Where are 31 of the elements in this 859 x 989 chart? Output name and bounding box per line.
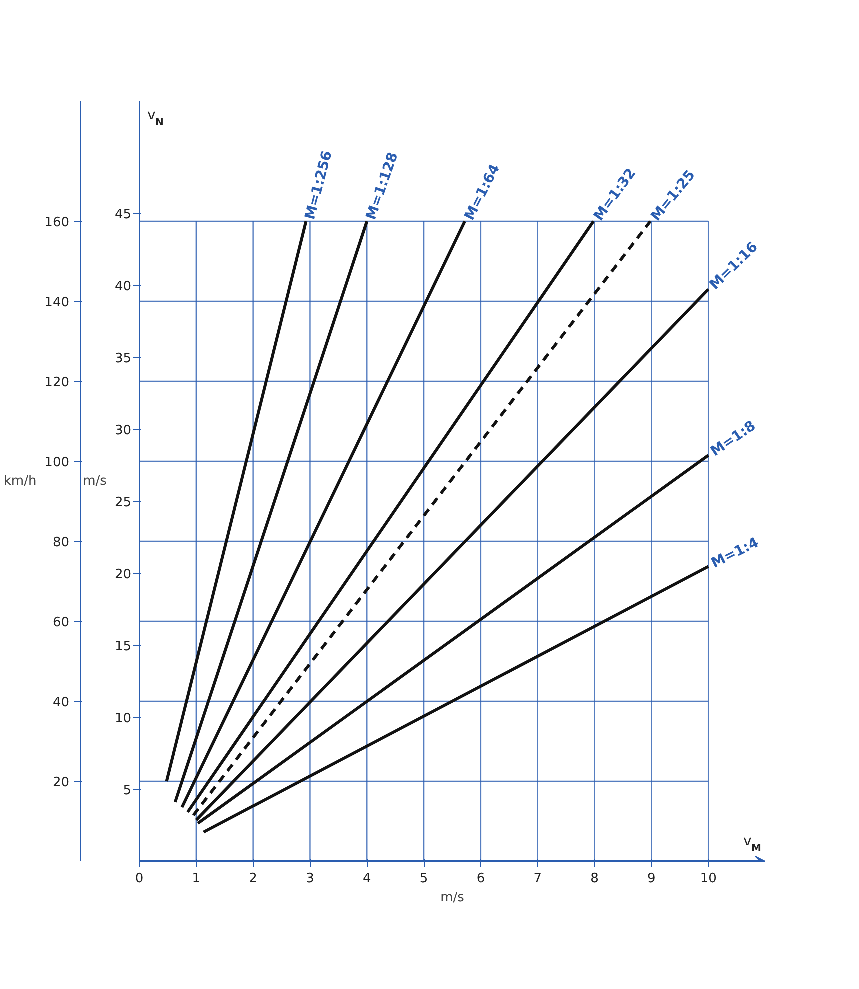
y2-tick-label: 5 — [123, 784, 132, 799]
x-tick-label: 3 — [306, 872, 314, 886]
y-tick-label: 100 — [44, 456, 70, 470]
y2-tick-label: 35 — [114, 352, 132, 367]
x-tick-label: 5 — [420, 872, 428, 886]
x-axis-title: m/s — [440, 890, 465, 906]
y-tick-label: 80 — [52, 536, 70, 550]
x-tick-label: 6 — [476, 872, 486, 886]
x-tick-label: 8 — [590, 872, 599, 886]
x-tick-label: 9 — [648, 872, 656, 886]
y-axis-title: km/h — [4, 474, 37, 489]
y2-tick-label: 30 — [114, 424, 132, 439]
y2-tick-label: 40 — [114, 280, 132, 295]
y2-tick-label: 15 — [114, 640, 132, 655]
x-tick-label: 1 — [192, 872, 201, 886]
x-tick-label: 7 — [534, 872, 542, 886]
y-tick-label: 140 — [44, 296, 70, 310]
y-tick-label: 120 — [44, 376, 70, 390]
x-tick-label: 2 — [249, 872, 258, 886]
y-tick-label: 20 — [52, 776, 70, 790]
y-tick-label: 40 — [52, 696, 70, 710]
y2-tick-label: 45 — [114, 208, 132, 223]
y-tick-label: 60 — [52, 616, 70, 630]
y2-tick-label: 25 — [114, 496, 132, 511]
y2-tick-label: 20 — [114, 568, 132, 583]
y-tick-label: 160 — [44, 216, 70, 230]
x-tick-label: 4 — [363, 872, 372, 886]
x-tick-label: 10 — [700, 872, 717, 886]
y2-tick-label: 10 — [114, 712, 132, 727]
x-tick-label: 0 — [135, 872, 144, 886]
y2-axis-title: m/s — [83, 474, 108, 489]
